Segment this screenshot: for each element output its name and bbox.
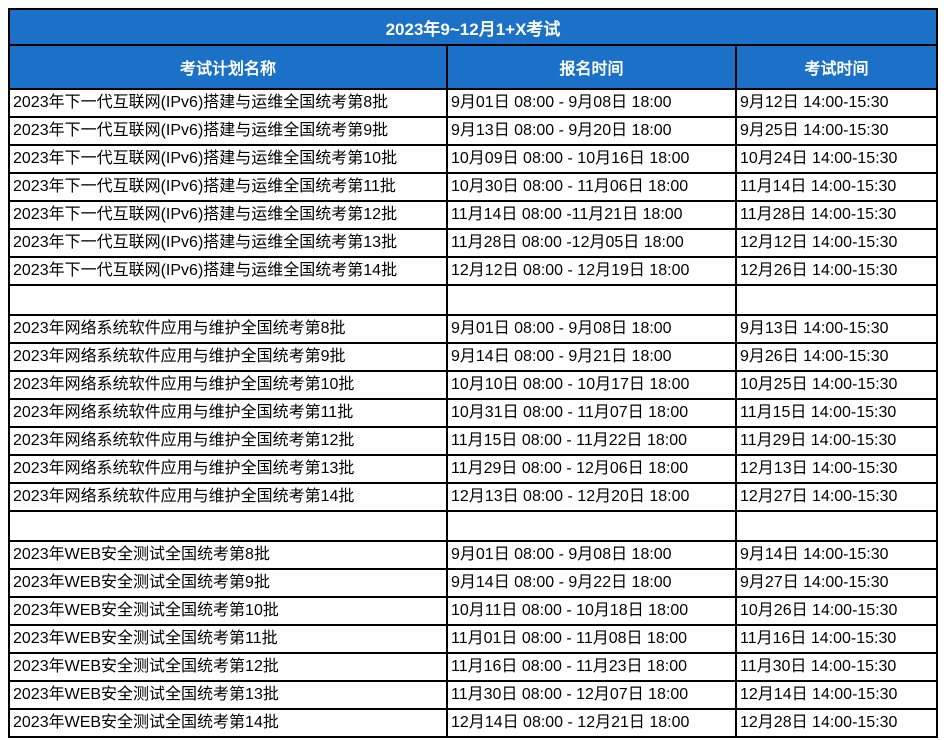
table-row: 2023年WEB安全测试全国统考第13批 11月30日 08:00 - 12月07… — [8, 680, 939, 710]
exam-time-cell: 9月25日 14:00-15:30 — [734, 116, 939, 146]
exam-time-cell: 10月26日 14:00-15:30 — [734, 596, 939, 626]
exam-time-cell: 12月13日 14:00-15:30 — [734, 454, 939, 484]
registration-time-cell: 9月01日 08:00 - 9月08日 18:00 — [446, 314, 737, 344]
registration-time-cell: 10月31日 08:00 - 11月07日 18:00 — [446, 398, 737, 428]
exam-name-cell: 2023年WEB安全测试全国统考第9批 — [8, 568, 448, 598]
exam-time-cell: 11月28日 14:00-15:30 — [734, 200, 939, 230]
exam-name-cell: 2023年网络系统软件应用与维护全国统考第11批 — [8, 398, 448, 428]
exam-time-cell: 9月12日 14:00-15:30 — [734, 88, 939, 118]
registration-time-cell: 11月14日 08:00 -11月21日 18:00 — [446, 200, 737, 230]
exam-time-cell: 11月29日 14:00-15:30 — [734, 426, 939, 456]
table-row: 2023年下一代互联网(IPv6)搭建与运维全国统考第14批 12月12日 08:… — [8, 256, 939, 286]
table-row: 2023年下一代互联网(IPv6)搭建与运维全国统考第12批 11月14日 08:… — [8, 200, 939, 230]
exam-name-cell: 2023年下一代互联网(IPv6)搭建与运维全国统考第10批 — [8, 144, 448, 174]
exam-schedule-table: 2023年9~12月1+X考试 考试计划名称 报名时间 考试时间 2023年下一… — [7, 8, 939, 738]
exam-time-cell: 9月14日 14:00-15:30 — [734, 540, 939, 570]
table-row: 2023年WEB安全测试全国统考第10批 10月11日 08:00 - 10月18… — [8, 596, 939, 626]
section-spacer-row — [8, 284, 939, 316]
exam-name-cell: 2023年WEB安全测试全国统考第13批 — [8, 680, 448, 710]
registration-time-cell: 10月30日 08:00 - 11月06日 18:00 — [446, 172, 737, 202]
table-row: 2023年网络系统软件应用与维护全国统考第13批 11月29日 08:00 - 1… — [8, 454, 939, 484]
registration-time-cell: 11月01日 08:00 - 11月08日 18:00 — [446, 624, 737, 654]
table-row: 2023年WEB安全测试全国统考第12批 11月16日 08:00 - 11月23… — [8, 652, 939, 682]
table-row: 2023年网络系统软件应用与维护全国统考第9批 9月14日 08:00 - 9月2… — [8, 342, 939, 372]
registration-time-cell: 9月13日 08:00 - 9月20日 18:00 — [446, 116, 737, 146]
column-header-row: 考试计划名称 报名时间 考试时间 — [8, 44, 939, 90]
table-row: 2023年网络系统软件应用与维护全国统考第10批 10月10日 08:00 - 1… — [8, 370, 939, 400]
registration-time-cell: 12月12日 08:00 - 12月19日 18:00 — [446, 256, 737, 286]
table-row: 2023年WEB安全测试全国统考第11批 11月01日 08:00 - 11月08… — [8, 624, 939, 654]
table-row: 2023年WEB安全测试全国统考第9批 9月14日 08:00 - 9月22日 1… — [8, 568, 939, 598]
empty-cell — [734, 284, 939, 316]
exam-time-cell: 11月30日 14:00-15:30 — [734, 652, 939, 682]
exam-name-cell: 2023年下一代互联网(IPv6)搭建与运维全国统考第13批 — [8, 228, 448, 258]
registration-time-cell: 11月16日 08:00 - 11月23日 18:00 — [446, 652, 737, 682]
table-title-row: 2023年9~12月1+X考试 — [7, 8, 939, 46]
exam-name-cell: 2023年WEB安全测试全国统考第8批 — [8, 540, 448, 570]
exam-name-cell: 2023年网络系统软件应用与维护全国统考第14批 — [8, 482, 448, 512]
exam-name-cell: 2023年WEB安全测试全国统考第12批 — [8, 652, 448, 682]
exam-name-cell: 2023年下一代互联网(IPv6)搭建与运维全国统考第11批 — [8, 172, 448, 202]
exam-name-cell: 2023年网络系统软件应用与维护全国统考第10批 — [8, 370, 448, 400]
exam-time-cell: 12月12日 14:00-15:30 — [734, 228, 939, 258]
empty-cell — [446, 284, 737, 316]
exam-name-cell: 2023年下一代互联网(IPv6)搭建与运维全国统考第14批 — [8, 256, 448, 286]
exam-name-cell: 2023年下一代互联网(IPv6)搭建与运维全国统考第12批 — [8, 200, 448, 230]
table-row: 2023年网络系统软件应用与维护全国统考第11批 10月31日 08:00 - 1… — [8, 398, 939, 428]
registration-time-cell: 12月14日 08:00 - 12月21日 18:00 — [446, 708, 737, 738]
table-row: 2023年WEB安全测试全国统考第14批 12月14日 08:00 - 12月21… — [8, 708, 939, 738]
exam-time-cell: 12月14日 14:00-15:30 — [734, 680, 939, 710]
exam-name-cell: 2023年网络系统软件应用与维护全国统考第12批 — [8, 426, 448, 456]
exam-time-cell: 10月24日 14:00-15:30 — [734, 144, 939, 174]
exam-time-cell: 12月26日 14:00-15:30 — [734, 256, 939, 286]
table-row: 2023年下一代互联网(IPv6)搭建与运维全国统考第8批 9月01日 08:00… — [8, 88, 939, 118]
empty-cell — [446, 510, 737, 542]
exam-time-cell: 11月16日 14:00-15:30 — [734, 624, 939, 654]
empty-cell — [8, 510, 448, 542]
registration-time-cell: 9月01日 08:00 - 9月08日 18:00 — [446, 88, 737, 118]
exam-time-cell: 11月14日 14:00-15:30 — [734, 172, 939, 202]
exam-name-cell: 2023年WEB安全测试全国统考第14批 — [8, 708, 448, 738]
empty-cell — [734, 510, 939, 542]
section-spacer-row — [8, 510, 939, 542]
table-title: 2023年9~12月1+X考试 — [7, 8, 939, 46]
registration-time-cell: 9月14日 08:00 - 9月21日 18:00 — [446, 342, 737, 372]
exam-time-cell: 9月26日 14:00-15:30 — [734, 342, 939, 372]
exam-time-cell: 9月27日 14:00-15:30 — [734, 568, 939, 598]
registration-time-cell: 10月09日 08:00 - 10月16日 18:00 — [446, 144, 737, 174]
registration-time-cell: 12月13日 08:00 - 12月20日 18:00 — [446, 482, 737, 512]
column-header-exam-time: 考试时间 — [734, 44, 939, 90]
exam-time-cell: 12月28日 14:00-15:30 — [734, 708, 939, 738]
empty-cell — [8, 284, 448, 316]
exam-name-cell: 2023年WEB安全测试全国统考第10批 — [8, 596, 448, 626]
table-row: 2023年下一代互联网(IPv6)搭建与运维全国统考第10批 10月09日 08:… — [8, 144, 939, 174]
registration-time-cell: 9月01日 08:00 - 9月08日 18:00 — [446, 540, 737, 570]
exam-name-cell: 2023年下一代互联网(IPv6)搭建与运维全国统考第8批 — [8, 88, 448, 118]
exam-time-cell: 10月25日 14:00-15:30 — [734, 370, 939, 400]
exam-name-cell: 2023年网络系统软件应用与维护全国统考第8批 — [8, 314, 448, 344]
registration-time-cell: 11月29日 08:00 - 12月06日 18:00 — [446, 454, 737, 484]
table-row: 2023年网络系统软件应用与维护全国统考第12批 11月15日 08:00 - 1… — [8, 426, 939, 456]
table-row: 2023年网络系统软件应用与维护全国统考第8批 9月01日 08:00 - 9月0… — [8, 314, 939, 344]
exam-time-cell: 9月13日 14:00-15:30 — [734, 314, 939, 344]
table-row: 2023年下一代互联网(IPv6)搭建与运维全国统考第9批 9月13日 08:00… — [8, 116, 939, 146]
exam-name-cell: 2023年下一代互联网(IPv6)搭建与运维全国统考第9批 — [8, 116, 448, 146]
table-row: 2023年下一代互联网(IPv6)搭建与运维全国统考第11批 10月30日 08:… — [8, 172, 939, 202]
exam-name-cell: 2023年网络系统软件应用与维护全国统考第13批 — [8, 454, 448, 484]
table-row: 2023年WEB安全测试全国统考第8批 9月01日 08:00 - 9月08日 1… — [8, 540, 939, 570]
exam-name-cell: 2023年网络系统软件应用与维护全国统考第9批 — [8, 342, 448, 372]
registration-time-cell: 11月28日 08:00 -12月05日 18:00 — [446, 228, 737, 258]
exam-time-cell: 11月15日 14:00-15:30 — [734, 398, 939, 428]
table-row: 2023年下一代互联网(IPv6)搭建与运维全国统考第13批 11月28日 08:… — [8, 228, 939, 258]
registration-time-cell: 10月11日 08:00 - 10月18日 18:00 — [446, 596, 737, 626]
column-header-exam-plan-name: 考试计划名称 — [8, 44, 448, 90]
exam-name-cell: 2023年WEB安全测试全国统考第11批 — [8, 624, 448, 654]
table-row: 2023年网络系统软件应用与维护全国统考第14批 12月13日 08:00 - 1… — [8, 482, 939, 512]
registration-time-cell: 11月30日 08:00 - 12月07日 18:00 — [446, 680, 737, 710]
exam-time-cell: 12月27日 14:00-15:30 — [734, 482, 939, 512]
registration-time-cell: 9月14日 08:00 - 9月22日 18:00 — [446, 568, 737, 598]
column-header-registration-time: 报名时间 — [446, 44, 737, 90]
registration-time-cell: 11月15日 08:00 - 11月22日 18:00 — [446, 426, 737, 456]
registration-time-cell: 10月10日 08:00 - 10月17日 18:00 — [446, 370, 737, 400]
